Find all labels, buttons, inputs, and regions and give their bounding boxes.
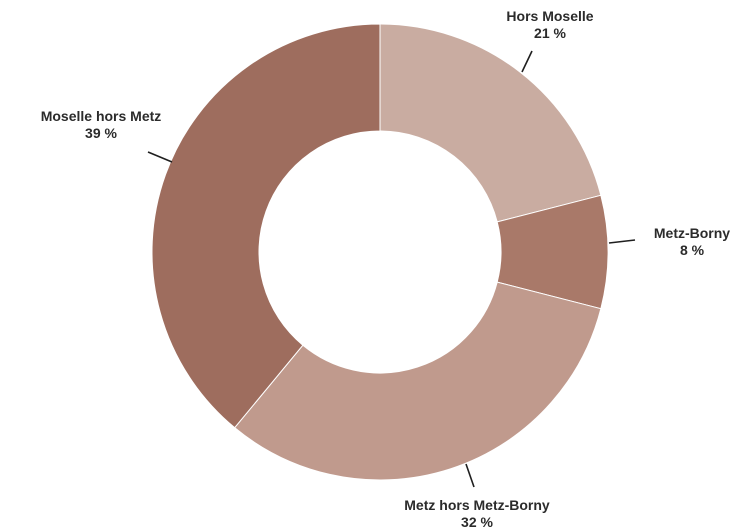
slice-value: 32 % [461, 514, 493, 529]
slice-moselle-hors-metz [151, 23, 381, 429]
slice-name: Moselle hors Metz [41, 108, 162, 124]
donut-slices [151, 23, 609, 481]
leader-lines [147, 50, 636, 488]
slice-labels: Hors Moselle 21 % Metz-Borny 8 % Metz hors M… [41, 8, 731, 529]
slice-hors-moselle [379, 23, 602, 223]
leader-line-hors-moselle [521, 50, 533, 73]
slice-name: Metz hors Metz-Borny [404, 497, 550, 513]
slice-metz-hors-metz-borny [233, 281, 602, 481]
leader-line-metz-hors-metz-borny [465, 463, 475, 488]
slice-name: Hors Moselle [506, 8, 593, 24]
slice-label-metz-borny: Metz-Borny 8 % [654, 225, 730, 258]
slice-value: 21 % [534, 25, 566, 41]
slice-name: Metz-Borny [654, 225, 730, 241]
slice-value: 39 % [85, 125, 117, 141]
leader-line-metz-borny [608, 239, 636, 244]
slice-label-metz-hors-metz-borny: Metz hors Metz-Borny 32 % [404, 497, 550, 529]
slice-label-hors-moselle: Hors Moselle 21 % [506, 8, 593, 41]
slice-value: 8 % [680, 242, 705, 258]
leader-line-moselle-hors-metz [147, 151, 173, 163]
slice-label-moselle-hors-metz: Moselle hors Metz 39 % [41, 108, 162, 141]
